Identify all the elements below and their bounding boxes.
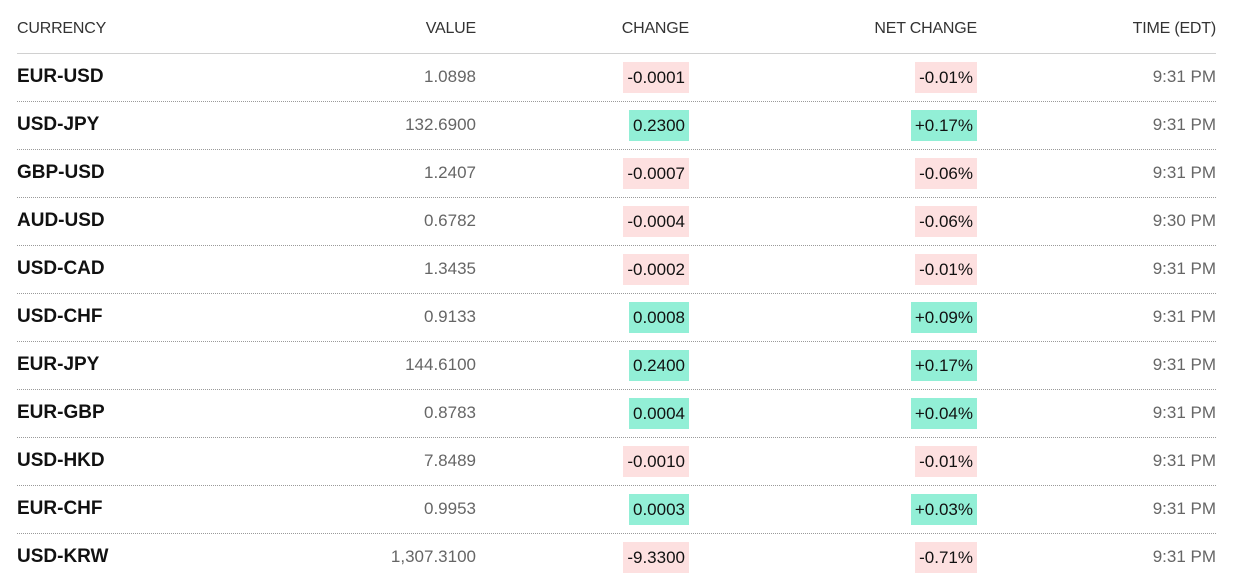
value: 0.9133 (424, 307, 476, 326)
row-divider (17, 533, 1216, 534)
value: 144.6100 (405, 355, 476, 374)
currency-pair: EUR-CHF (17, 498, 103, 519)
row-divider (17, 437, 1216, 438)
value: 132.6900 (405, 115, 476, 134)
row-divider (17, 245, 1216, 246)
value: 7.8489 (424, 451, 476, 470)
change: -0.0007 (623, 157, 689, 189)
value: 1.0898 (424, 67, 476, 86)
time: 9:30 PM (1152, 211, 1216, 230)
column-header: CURRENCY (17, 20, 107, 37)
header-divider (17, 53, 1216, 54)
net-change: +0.04% (910, 397, 977, 429)
time: 9:31 PM (1152, 259, 1216, 278)
change: -9.3300 (623, 541, 689, 573)
row-divider (17, 149, 1216, 150)
net-change: -0.01% (915, 61, 977, 93)
change: -0.0004 (623, 205, 689, 237)
currency-pair: AUD-USD (17, 210, 105, 231)
currency-pair: USD-CAD (17, 258, 105, 279)
column-header: TIME (EDT) (1132, 20, 1217, 37)
change: -0.0010 (623, 445, 689, 477)
column-header: VALUE (425, 20, 476, 37)
currency-pair: EUR-USD (17, 66, 104, 87)
change: 0.0008 (629, 301, 689, 333)
value: 0.9953 (424, 499, 476, 518)
currency-pair: USD-HKD (17, 450, 105, 471)
currency-pair: USD-JPY (17, 114, 100, 135)
net-change: -0.01% (915, 253, 977, 285)
currency-pair: EUR-GBP (17, 402, 105, 423)
change: 0.0004 (629, 397, 689, 429)
value: 1.3435 (424, 259, 476, 278)
time: 9:31 PM (1152, 67, 1216, 86)
time: 9:31 PM (1152, 451, 1216, 470)
time: 9:31 PM (1152, 163, 1216, 182)
column-header: CHANGE (621, 20, 689, 37)
change: 0.0003 (629, 493, 689, 525)
time: 9:31 PM (1152, 547, 1216, 566)
row-divider (17, 485, 1216, 486)
net-change: +0.17% (910, 109, 977, 141)
net-change: -0.71% (915, 541, 977, 573)
value: 0.8783 (424, 403, 476, 422)
time: 9:31 PM (1152, 499, 1216, 518)
currency-pair: EUR-JPY (17, 354, 100, 375)
row-divider (17, 197, 1216, 198)
currency-pair: USD-CHF (17, 306, 103, 327)
row-divider (17, 389, 1216, 390)
change: 0.2300 (629, 109, 689, 141)
net-change: +0.09% (910, 301, 977, 333)
time: 9:31 PM (1152, 307, 1216, 326)
column-header: NET CHANGE (874, 20, 977, 37)
time: 9:31 PM (1152, 355, 1216, 374)
currency-pair: GBP-USD (17, 162, 105, 183)
time: 9:31 PM (1152, 115, 1216, 134)
net-change: +0.17% (910, 349, 977, 381)
value: 1.2407 (424, 163, 476, 182)
row-divider (17, 101, 1216, 102)
value: 1,307.3100 (390, 547, 476, 566)
net-change: -0.01% (915, 445, 977, 477)
currency-pair: USD-KRW (17, 546, 109, 567)
change: -0.0001 (623, 61, 689, 93)
change: 0.2400 (629, 349, 689, 381)
net-change: -0.06% (915, 157, 977, 189)
time: 9:31 PM (1152, 403, 1216, 422)
value: 0.6782 (424, 211, 476, 230)
net-change: -0.06% (915, 205, 977, 237)
row-divider (17, 293, 1216, 294)
row-divider (17, 341, 1216, 342)
change: -0.0002 (623, 253, 689, 285)
net-change: +0.03% (910, 493, 977, 525)
